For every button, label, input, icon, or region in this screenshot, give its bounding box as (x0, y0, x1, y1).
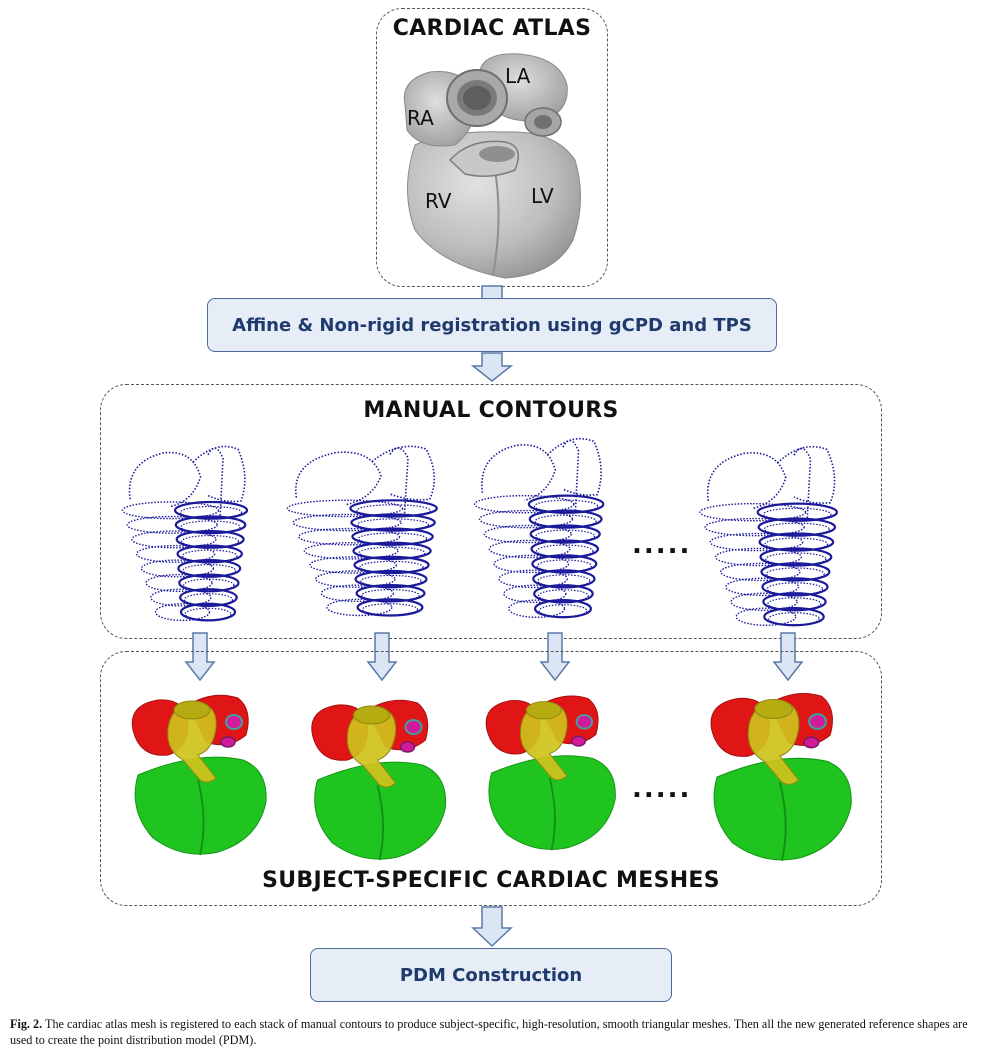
meshes-title: SUBJECT-SPECIFIC CARDIAC MESHES (262, 868, 720, 893)
meshes-box (100, 651, 882, 906)
down-arrow-c4 (772, 632, 804, 682)
caption-prefix: Fig. 2. (10, 1017, 43, 1031)
contour-stack-1 (121, 445, 249, 622)
pdm-box: PDM Construction (310, 948, 672, 1002)
down-arrow-c1 (184, 632, 216, 682)
atlas-title: CARDIAC ATLAS (392, 16, 592, 41)
down-arrow-2 (471, 906, 513, 948)
label-la: LA (505, 64, 531, 88)
meshes-ellipsis: ..... (632, 774, 692, 804)
mesh-4 (710, 692, 852, 861)
label-rv: RV (425, 189, 452, 213)
atlas-heart-image: LA RA RV LV (403, 53, 581, 279)
figure-caption: Fig. 2. The cardiac atlas mesh is regist… (10, 1016, 972, 1048)
contours-title: MANUAL CONTOURS (363, 398, 619, 423)
down-arrow-c2 (366, 632, 398, 682)
mesh-2 (311, 699, 447, 861)
mesh-1 (131, 694, 267, 856)
down-arrow-c3 (539, 632, 571, 682)
mesh-3 (485, 695, 616, 851)
contours-ellipsis: ..... (632, 530, 692, 560)
caption-text: The cardiac atlas mesh is registered to … (10, 1017, 968, 1047)
contours-box (100, 384, 882, 639)
registration-box: Affine & Non-rigid registration using gC… (207, 298, 777, 352)
down-arrow-1 (470, 352, 514, 382)
contour-stack-2 (286, 445, 438, 617)
contour-stack-4 (699, 445, 839, 627)
label-lv: LV (531, 184, 554, 208)
contour-stack-3 (473, 437, 605, 619)
label-ra: RA (407, 106, 434, 130)
